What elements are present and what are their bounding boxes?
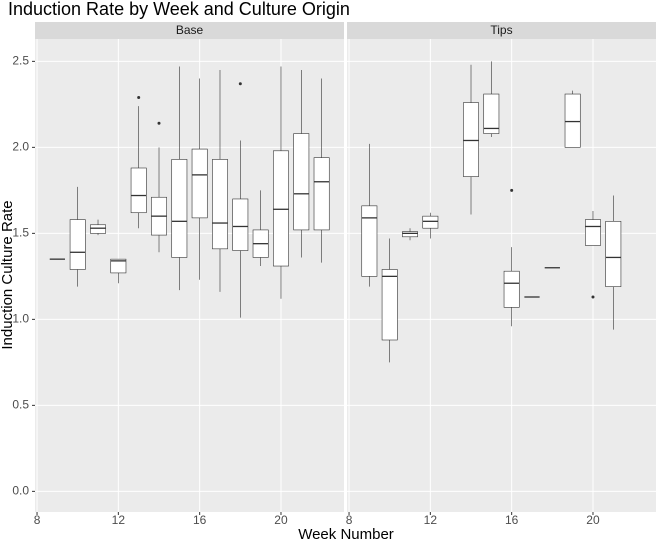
box [402,231,418,238]
outlier [137,95,141,99]
box [191,148,208,219]
x-tick-label: 8 [34,513,41,527]
strip-background [35,22,344,39]
outlier [238,82,242,86]
box [463,102,479,177]
box [130,167,147,214]
y-axis-title: Induction Culture Rate [0,200,16,349]
y-tick-label: 0.5 [12,398,29,412]
box [232,198,249,251]
box [171,159,188,258]
y-tick-label: 2.0 [12,140,29,154]
box [110,258,127,274]
box [503,270,520,308]
outlier [591,295,595,299]
box [381,269,398,341]
y-tick-label: 0.0 [12,484,29,498]
chart-title: Induction Rate by Week and Culture Origi… [8,0,350,19]
outlier [157,121,161,125]
x-tick-label: 8 [346,513,353,527]
box [422,215,439,229]
box [90,224,106,234]
y-tick-label: 2.5 [12,54,29,68]
x-tick-label: 20 [274,513,288,527]
box [605,221,622,287]
strip-label: Base [176,23,204,37]
x-tick-label: 16 [505,513,519,527]
x-axis-title: Week Number [298,526,394,542]
y-tick-label: 1.5 [12,226,29,240]
box [273,150,289,267]
x-tick-label: 12 [112,513,126,527]
outlier [510,188,514,192]
x-tick-label: 16 [193,513,207,527]
box [483,93,500,134]
box [313,157,330,231]
strip-background [347,22,656,39]
y-tick-label: 1.0 [12,312,29,326]
strip-label: Tips [490,23,512,37]
box [564,93,581,148]
box [212,159,228,250]
x-tick-label: 20 [586,513,600,527]
x-tick-label: 12 [424,513,438,527]
panel-background [35,39,344,512]
box [585,219,601,246]
box [69,219,86,270]
panel-background [347,39,656,512]
box [293,133,310,231]
box [361,205,378,277]
